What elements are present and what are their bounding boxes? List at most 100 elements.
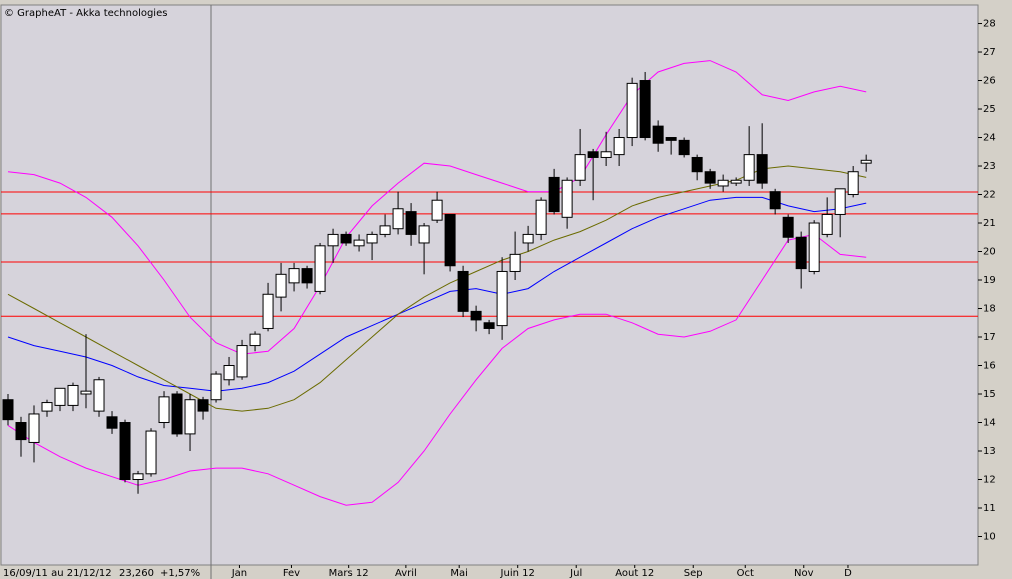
- candle-body: [379, 225, 391, 235]
- candle-body: [665, 137, 677, 141]
- plot-area: [0, 4, 979, 566]
- y-tick-label: 27: [983, 47, 996, 58]
- y-tick-label: 26: [983, 76, 996, 87]
- y-tick-label: 28: [983, 19, 996, 30]
- candle-body: [483, 322, 495, 329]
- y-tick-label: 20: [983, 247, 996, 258]
- candle-body: [652, 125, 664, 144]
- change-label: +1,57%: [160, 568, 200, 579]
- candle-body: [223, 365, 235, 381]
- candle-body: [470, 310, 482, 321]
- candle-body: [574, 154, 586, 181]
- candle-body: [210, 373, 222, 401]
- candle-body: [522, 233, 534, 244]
- candle-body: [41, 402, 53, 412]
- y-tick-label: 23: [983, 161, 996, 172]
- candle-body: [249, 333, 261, 347]
- candle-body: [236, 345, 248, 378]
- candle-body: [67, 384, 79, 406]
- candle-body: [756, 154, 768, 184]
- candle-body: [769, 191, 781, 210]
- candle-body: [106, 416, 118, 429]
- candle-body: [795, 236, 807, 270]
- candle-body: [405, 211, 417, 235]
- candle-body: [119, 422, 131, 481]
- x-tick-label: Jul: [569, 568, 582, 579]
- x-tick-label: Juin 12: [500, 568, 535, 579]
- candle-body: [509, 253, 521, 272]
- candle-body: [808, 222, 820, 272]
- y-tick-label: 18: [983, 304, 996, 315]
- indicator-line: [7, 233, 867, 506]
- candle-body: [171, 393, 183, 435]
- candle-body: [353, 239, 365, 247]
- candle-body: [392, 208, 404, 230]
- candle-body: [340, 233, 352, 244]
- x-tick-label: Oct: [737, 568, 754, 579]
- candle-body: [418, 225, 430, 244]
- candle-body: [535, 199, 547, 235]
- x-tick-label: Mars 12: [329, 568, 369, 579]
- x-tick-label: Aout 12: [615, 568, 654, 579]
- y-tick-label: 14: [983, 418, 996, 429]
- candle-body: [548, 176, 560, 213]
- candle-body: [54, 387, 66, 406]
- candle-body: [431, 199, 443, 221]
- candle-body: [860, 159, 872, 164]
- indicator-line: [7, 60, 867, 355]
- candle-body: [613, 137, 625, 156]
- candle-body: [821, 213, 833, 235]
- candle-body: [2, 399, 14, 421]
- candle-body: [301, 268, 313, 284]
- period-label: 16/09/11 au 21/12/12: [3, 568, 112, 579]
- candle-body: [691, 156, 703, 173]
- candle-body: [262, 293, 274, 329]
- y-tick-label: 13: [983, 446, 996, 457]
- candle-body: [275, 273, 287, 298]
- x-tick-label: Fev: [283, 568, 300, 579]
- candle-body: [444, 213, 456, 267]
- y-tick-label: 11: [983, 503, 996, 514]
- candle-body: [626, 82, 638, 139]
- candle-body: [730, 179, 742, 184]
- last-price: 23,260: [119, 568, 154, 579]
- x-tick-label: Sep: [684, 568, 703, 579]
- candle-body: [80, 390, 92, 395]
- x-tick-label: Mai: [450, 568, 468, 579]
- y-tick-label: 15: [983, 389, 996, 400]
- candle-body: [587, 151, 599, 158]
- candle-body: [743, 154, 755, 181]
- x-tick-label: D: [844, 568, 852, 579]
- candle-body: [678, 139, 690, 156]
- y-tick-label: 16: [983, 361, 996, 372]
- y-tick-label: 24: [983, 133, 996, 144]
- y-tick-label: 17: [983, 332, 996, 343]
- indicator-line: [7, 196, 867, 392]
- candle-body: [717, 179, 729, 187]
- candle-body: [834, 188, 846, 215]
- x-tick-label: Nov: [794, 568, 814, 579]
- candle-body: [327, 233, 339, 247]
- y-tick-label: 25: [983, 104, 996, 115]
- candle-body: [197, 399, 209, 412]
- candle-body: [288, 268, 300, 284]
- candle-body: [145, 430, 157, 475]
- y-tick-label: 22: [983, 190, 996, 201]
- candle-body: [600, 151, 612, 158]
- candle-body: [847, 171, 859, 196]
- x-tick-label: Avril: [395, 568, 417, 579]
- candle-body: [28, 413, 40, 443]
- candle-body: [93, 379, 105, 412]
- candle-body: [496, 270, 508, 327]
- candle-body: [704, 171, 716, 184]
- candle-body: [561, 179, 573, 218]
- x-tick-label: Jan: [231, 568, 247, 579]
- y-tick-label: 12: [983, 475, 996, 486]
- y-tick-label: 19: [983, 275, 996, 286]
- candle-body: [782, 216, 794, 238]
- chart-title: © GrapheAT - Akka technologies: [4, 8, 167, 19]
- candle-body: [158, 396, 170, 424]
- candle-body: [132, 473, 144, 481]
- y-tick-label: 21: [983, 218, 996, 229]
